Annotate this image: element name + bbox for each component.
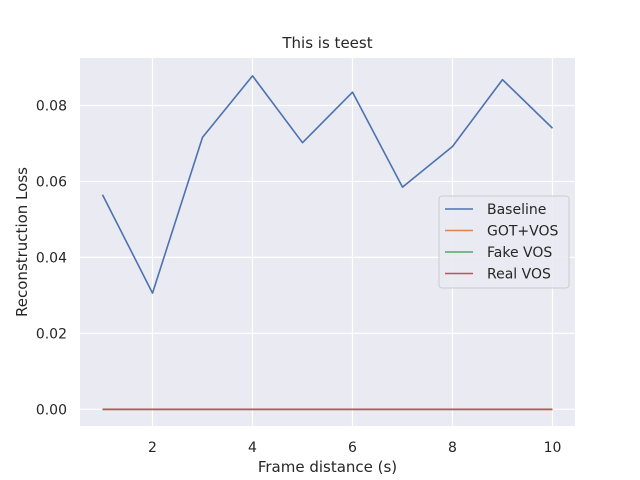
legend-box xyxy=(438,195,570,289)
series-line-baseline xyxy=(101,75,554,294)
y-tick-label: 0.00 xyxy=(36,402,67,418)
legend-label: Real VOS xyxy=(487,267,551,283)
x-tick-label: 6 xyxy=(348,440,357,456)
x-tick-label: 8 xyxy=(448,440,457,456)
y-tick-label: 0.04 xyxy=(36,250,67,266)
legend-label: Baseline xyxy=(487,202,546,218)
x-tick-label: 4 xyxy=(248,440,257,456)
legend: Baseline GOT+VOS Fake VOS Real VOS xyxy=(438,195,570,289)
y-axis-ticks: 0.00 0.02 0.04 0.06 0.08 xyxy=(36,98,67,418)
x-axis-ticks: 2 4 6 8 10 xyxy=(148,440,561,456)
y-tick-label: 0.02 xyxy=(36,326,67,342)
chart-title: This is teest xyxy=(281,34,372,52)
x-tick-label: 2 xyxy=(148,440,157,456)
legend-label: GOT+VOS xyxy=(487,224,559,240)
series-lines xyxy=(101,75,554,411)
y-tick-label: 0.06 xyxy=(36,174,67,190)
legend-label: Fake VOS xyxy=(487,245,552,261)
y-tick-label: 0.08 xyxy=(36,98,67,114)
x-axis-label: Frame distance (s) xyxy=(258,458,397,476)
x-tick-label: 10 xyxy=(544,440,562,456)
y-axis-label: Reconstruction Loss xyxy=(13,167,31,317)
